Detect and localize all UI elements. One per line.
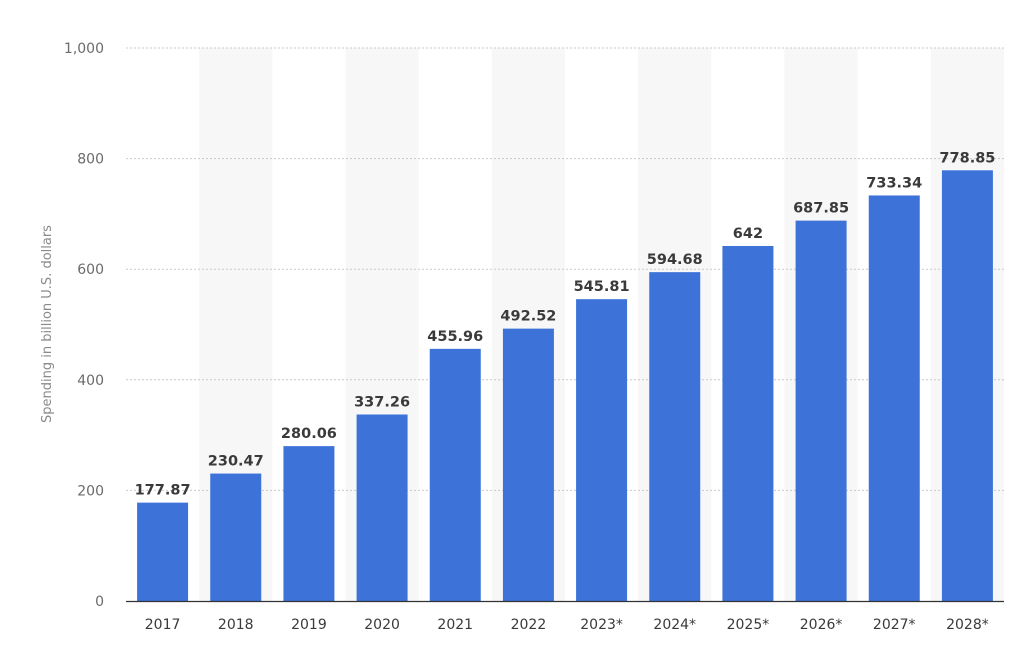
data-label: 177.87 [135, 483, 191, 499]
x-tick-label: 2019 [291, 617, 327, 633]
value-labels: 177.87 230.47 280.06 337.26 455.96 492.52 545.… [135, 150, 996, 498]
bar-2025*[interactable] [722, 245, 774, 601]
x-tick-label: 2026* [800, 617, 843, 633]
bar-2028*[interactable] [941, 170, 993, 601]
data-label: 280.06 [281, 426, 337, 442]
y-tick-label: 400 [77, 373, 104, 389]
data-label: 733.34 [866, 175, 922, 191]
bar-2019[interactable] [283, 446, 335, 601]
y-tick-label: 800 [77, 152, 104, 168]
bar-2023*[interactable] [576, 299, 628, 601]
x-axis-ticks: 2017 2018 2019 2020 2021 2022 2023* 2024* 2025* 2… [145, 617, 989, 633]
x-tick-label: 2018 [218, 617, 254, 633]
bar-2017[interactable] [137, 502, 189, 601]
y-axis-title: Spending in billion U.S. dollars [40, 225, 55, 423]
x-tick-label: 2028* [946, 617, 989, 633]
x-tick-label: 2023* [580, 617, 623, 633]
y-tick-label: 600 [77, 262, 104, 278]
bar-2018[interactable] [210, 473, 262, 601]
data-label: 687.85 [793, 201, 849, 217]
data-label: 545.81 [574, 279, 630, 295]
bar-2022[interactable] [502, 328, 554, 601]
data-label: 230.47 [208, 454, 264, 470]
data-label: 594.68 [647, 252, 703, 268]
data-label: 642 [733, 226, 763, 242]
x-tick-label: 2027* [873, 617, 916, 633]
bar-2021[interactable] [429, 348, 481, 601]
data-label: 455.96 [427, 329, 483, 345]
y-tick-label: 1,000 [64, 41, 104, 57]
bar-2026*[interactable] [795, 220, 847, 601]
x-tick-label: 2017 [145, 617, 181, 633]
data-label: 337.26 [354, 394, 410, 410]
x-tick-label: 2021 [437, 617, 473, 633]
x-tick-label: 2025* [727, 617, 770, 633]
bar-2020[interactable] [356, 414, 408, 601]
data-label: 778.85 [939, 150, 995, 166]
bar-2027*[interactable] [868, 195, 920, 601]
x-tick-label: 2024* [653, 617, 696, 633]
y-tick-label: 0 [95, 594, 104, 610]
bar-2024*[interactable] [649, 272, 701, 601]
x-tick-label: 2022 [511, 617, 547, 633]
y-axis-ticks: 0 200 400 600 800 1,000 [64, 41, 104, 610]
bars [137, 170, 993, 601]
x-tick-label: 2020 [364, 617, 400, 633]
y-tick-label: 200 [77, 483, 104, 499]
data-label: 492.52 [500, 309, 556, 325]
